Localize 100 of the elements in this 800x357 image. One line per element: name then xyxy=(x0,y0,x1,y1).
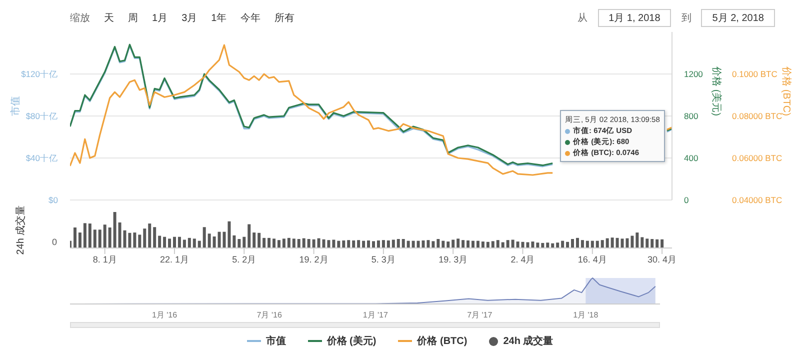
bar xyxy=(362,240,366,248)
bar xyxy=(531,242,534,248)
bar xyxy=(481,242,484,248)
bar xyxy=(208,234,211,248)
bar xyxy=(442,240,445,248)
bar xyxy=(158,236,162,248)
bar xyxy=(406,240,410,248)
bar xyxy=(78,232,82,248)
bar xyxy=(650,239,654,248)
bar xyxy=(178,236,181,248)
y3-axis-title: 价格 (BTC) xyxy=(780,66,792,116)
text: 天 xyxy=(104,12,114,25)
x-tick-label: 1月 '16 xyxy=(152,310,178,320)
bar xyxy=(590,240,594,248)
text: 5月 2, 2018 xyxy=(701,9,775,27)
bar xyxy=(402,239,405,248)
bar xyxy=(462,240,465,248)
legend-label: 市值 xyxy=(266,334,286,348)
bar xyxy=(93,230,96,248)
bar xyxy=(586,240,589,248)
bar xyxy=(491,241,494,248)
text: 今年 xyxy=(240,12,261,25)
bar xyxy=(198,240,201,248)
x-tick-label: 1月 '17 xyxy=(362,310,388,320)
bar xyxy=(202,227,206,248)
x-tick-label: 19. 2月 xyxy=(299,254,328,264)
y-axis-title: 24h 成交量 xyxy=(14,205,28,255)
bar xyxy=(541,242,544,248)
bar xyxy=(596,240,599,248)
text: 缩放 xyxy=(70,12,90,25)
bar xyxy=(103,224,106,248)
bar xyxy=(297,239,300,248)
legend-label: 价格 (BTC) xyxy=(417,334,468,348)
y3-tick-label: 0.1000 BTC xyxy=(732,69,778,79)
bar xyxy=(396,239,400,248)
bar xyxy=(556,242,560,248)
bar xyxy=(656,239,659,248)
bar xyxy=(302,238,306,248)
bar xyxy=(138,234,142,248)
bar xyxy=(153,227,156,248)
text: 所有 xyxy=(274,12,295,25)
bar xyxy=(98,230,102,248)
bar xyxy=(242,236,246,248)
bar xyxy=(307,239,310,248)
bar xyxy=(347,240,350,248)
text: 0 xyxy=(52,237,58,247)
x-tick-label: 16. 4月 xyxy=(578,254,607,264)
text: 1月 1, 2018 xyxy=(598,9,672,27)
bar xyxy=(630,236,634,248)
bar xyxy=(238,239,241,248)
x-tick-label: 2. 4月 xyxy=(510,254,535,264)
bar xyxy=(566,242,570,248)
y2-tick-label: 1200 xyxy=(684,69,704,79)
x-tick-label: 8. 1月 xyxy=(92,254,117,264)
bar xyxy=(232,235,236,248)
bar xyxy=(472,240,475,248)
bar xyxy=(576,238,579,248)
bar xyxy=(188,238,191,248)
bar xyxy=(486,242,490,248)
bar xyxy=(501,242,504,248)
bar xyxy=(292,238,296,248)
x-tick-label: 7月 '17 xyxy=(467,310,493,320)
bar xyxy=(268,238,271,248)
bar xyxy=(436,239,440,248)
bar xyxy=(192,238,196,248)
bar xyxy=(606,238,609,248)
bar xyxy=(212,236,216,248)
bar xyxy=(248,224,251,248)
text: 1年 xyxy=(211,12,227,25)
bar xyxy=(516,242,520,248)
bar xyxy=(352,240,356,248)
bar xyxy=(506,240,510,248)
y-tick-label: $40十亿 xyxy=(26,153,58,163)
legend-label: 价格 (美元) xyxy=(326,334,376,348)
bar xyxy=(332,240,336,248)
bar xyxy=(610,238,614,248)
y3-tick-label: 0.06000 BTC xyxy=(732,153,782,163)
y3-tick-label: 0.08000 BTC xyxy=(732,111,782,121)
bar xyxy=(128,232,132,248)
legend-label: 24h 成交量 xyxy=(503,334,554,348)
bar xyxy=(88,224,92,248)
x-tick-label: 5. 2月 xyxy=(232,254,256,264)
bar xyxy=(561,240,564,248)
bar xyxy=(372,241,375,248)
bar xyxy=(452,240,455,248)
text: 周 xyxy=(128,12,138,25)
bar xyxy=(163,236,166,248)
x-tick-label: 5. 3月 xyxy=(371,254,396,264)
y3-tick-label: 0.04000 BTC xyxy=(732,195,782,205)
bar xyxy=(476,240,480,248)
text: 3月 xyxy=(182,12,198,25)
bar xyxy=(342,240,346,248)
x-tick-label: 30. 4月 xyxy=(648,254,677,264)
bar xyxy=(327,240,330,248)
text: 1月 xyxy=(152,12,168,25)
bar xyxy=(646,238,649,248)
bar xyxy=(277,240,280,248)
bar xyxy=(83,223,86,248)
bar xyxy=(287,238,290,248)
bar xyxy=(262,238,266,248)
